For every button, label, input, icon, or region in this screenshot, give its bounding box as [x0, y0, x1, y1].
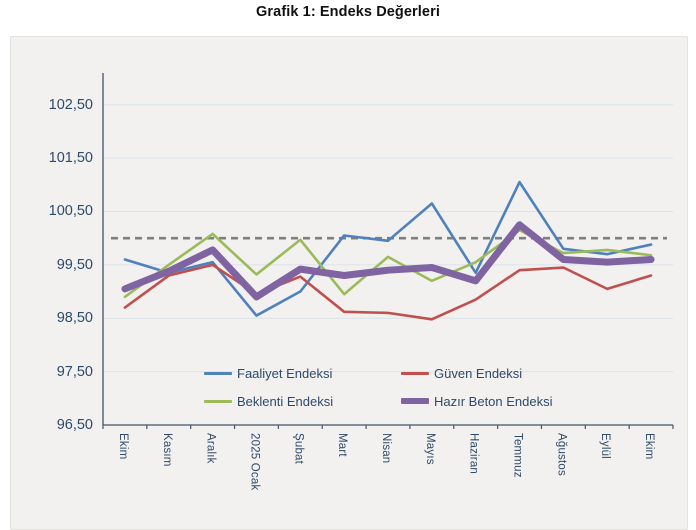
legend-swatch — [204, 399, 232, 403]
series-line-1 — [123, 180, 653, 317]
x-axis-tick-label: Şubat — [292, 433, 305, 465]
x-axis-tick-label: Kasım — [160, 433, 173, 467]
x-axis-tick-label: Haziran — [467, 433, 480, 475]
legend-item-1: Faaliyet Endeksi — [204, 365, 332, 381]
legend-swatch — [401, 398, 429, 404]
x-axis-tick-label: Temmuz — [511, 433, 524, 478]
y-axis-tick-label: 96,50 — [56, 417, 93, 433]
y-axis-tick-label: 102,50 — [48, 96, 93, 113]
legend-item-3: Beklenti Endeksi — [204, 393, 333, 409]
series-line-4 — [121, 221, 655, 301]
x-axis-tick-label: Eylül — [599, 433, 612, 459]
legend-swatch — [401, 371, 429, 375]
series-line-3 — [123, 228, 653, 299]
legend-label: Beklenti Endeksi — [237, 393, 334, 409]
y-axis-tick-label: 97,50 — [56, 363, 93, 380]
legend-label: Faaliyet Endeksi — [237, 365, 333, 381]
series-line-2 — [123, 263, 653, 321]
line-chart-canvas — [102, 73, 674, 429]
chart-area: 96,50 97,50 98,50 99,50 100,50 101,50 102,50 E… — [10, 36, 688, 530]
x-axis-tick-label: Aralık — [204, 433, 217, 464]
legend-label: Hazır Beton Endeksi — [434, 393, 553, 409]
x-axis-tick-label: Nisan — [380, 433, 392, 464]
x-axis-tick-label: Ekim — [116, 433, 129, 460]
y-axis-tick-label: 101,50 — [48, 150, 93, 167]
y-axis-tick-label: 99,50 — [56, 256, 93, 273]
y-axis-tick-label: 98,50 — [56, 310, 93, 327]
legend-label: Güven Endeksi — [434, 365, 523, 381]
x-axis-tick-label: 2025 Ocak — [248, 433, 261, 491]
legend-item-2: Güven Endeksi — [401, 365, 522, 381]
x-axis-tick-label: Mart — [336, 433, 349, 457]
x-axis-tick-label: Mayıs — [423, 433, 436, 465]
legend-item-4: Hazır Beton Endeksi — [401, 393, 553, 409]
chart-title: Grafik 1: Endeks Değerleri — [256, 4, 440, 20]
legend-swatch — [204, 371, 232, 375]
x-axis-tick-label: Ekim — [643, 433, 656, 460]
y-axis-tick-label: 100,50 — [48, 203, 93, 220]
x-axis-tick-label: Ağustos — [555, 433, 568, 476]
